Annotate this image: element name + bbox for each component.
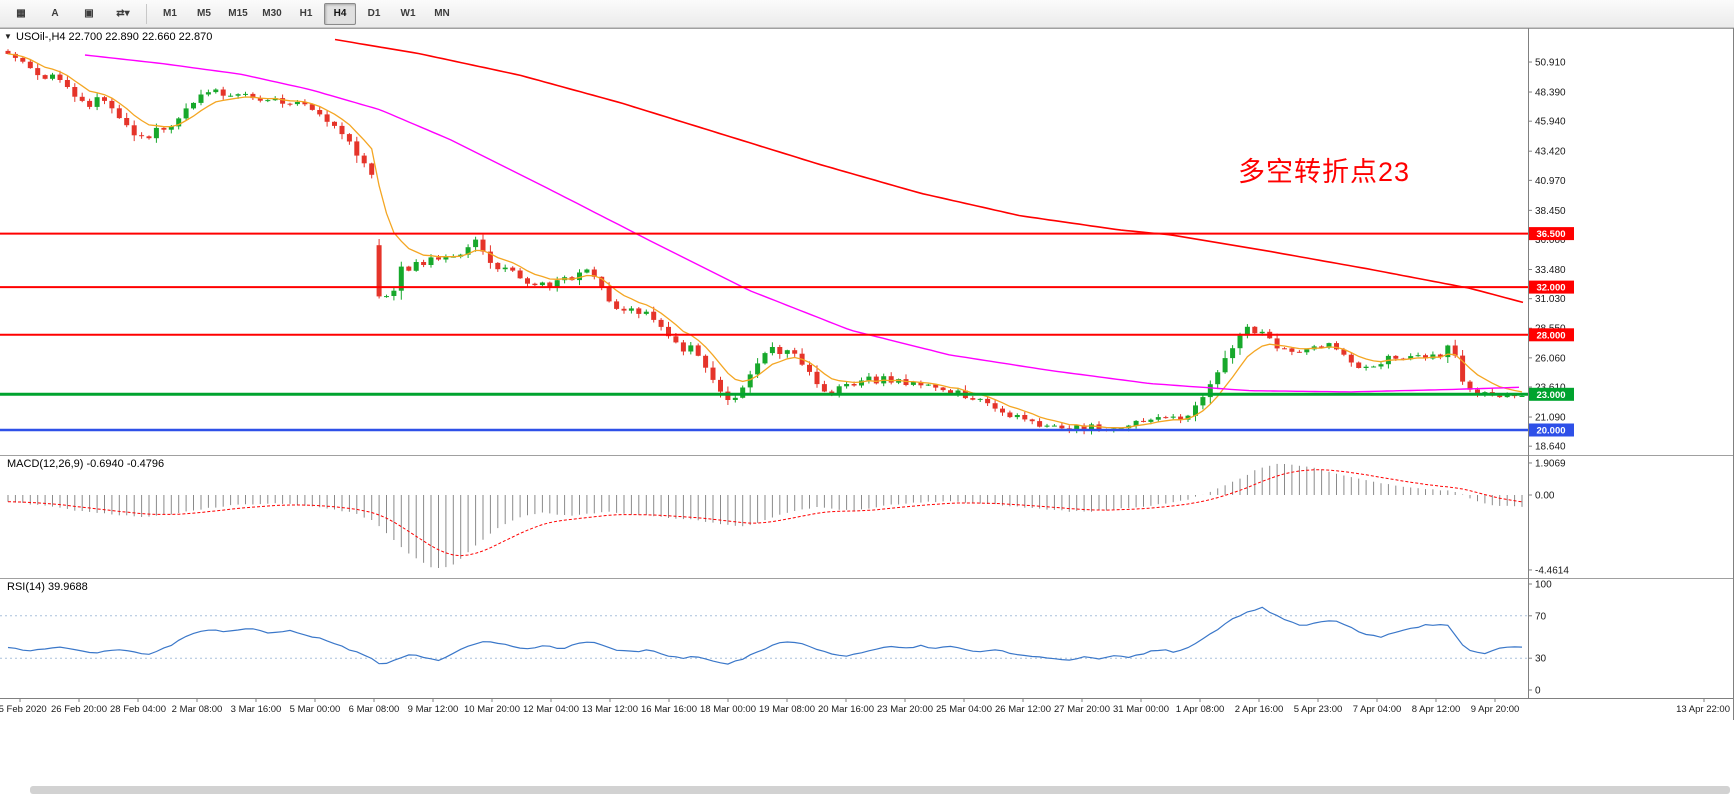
timeframe-m5-button[interactable]: M5	[197, 8, 211, 19]
price-badge	[1529, 227, 1574, 241]
svg-text:18.640: 18.640	[1535, 442, 1566, 453]
timeframe-m30-button[interactable]: M30	[262, 8, 282, 19]
svg-text:0.00: 0.00	[1535, 491, 1555, 502]
charts-toolbar: ▦ A ▣ ⇄▾ M1 M5 M15 M30 H1 H4 D1 W1 MN	[0, 0, 1734, 28]
chart-grid-icon[interactable]: ▦	[16, 8, 26, 19]
timeframe-m15-button[interactable]: M15	[228, 8, 248, 19]
timeframe-toolbar: M1 M5 M15 M30 H1 H4 D1 W1 MN	[153, 2, 459, 25]
timeframe-h4-button[interactable]: H4	[324, 2, 356, 25]
svg-text:28 Feb 04:00: 28 Feb 04:00	[110, 704, 166, 715]
svg-text:36.500: 36.500	[1536, 229, 1565, 240]
svg-text:45.940: 45.940	[1535, 117, 1566, 128]
svg-text:2 Apr 16:00: 2 Apr 16:00	[1235, 704, 1284, 715]
svg-text:43.420: 43.420	[1535, 147, 1566, 158]
label-tool-icon[interactable]: ▣	[84, 8, 94, 19]
price-badge	[1529, 280, 1574, 294]
svg-text:13 Mar 12:00: 13 Mar 12:00	[582, 704, 638, 715]
ma-slow-line	[334, 38, 1524, 304]
svg-text:100: 100	[1535, 580, 1552, 591]
bottom-scrollbar[interactable]	[30, 786, 1730, 794]
price-badge	[1529, 387, 1574, 401]
svg-text:40.970: 40.970	[1535, 176, 1566, 187]
svg-text:7 Apr 04:00: 7 Apr 04:00	[1353, 704, 1402, 715]
svg-text:6 Mar 08:00: 6 Mar 08:00	[349, 704, 400, 715]
rsi-line	[7, 606, 1523, 665]
svg-text:12 Mar 04:00: 12 Mar 04:00	[523, 704, 579, 715]
svg-text:10 Mar 20:00: 10 Mar 20:00	[464, 704, 520, 715]
chart-window: 50.910 48.390 45.940 43.420 40.970 38.450 36.0…	[0, 28, 1734, 720]
price-chart-svg: 50.910 48.390 45.940 43.420 40.970 38.450 36.0…	[0, 28, 1734, 720]
svg-text:13 Apr 22:00: 13 Apr 22:00	[1676, 704, 1730, 715]
svg-text:20 Mar 16:00: 20 Mar 16:00	[818, 704, 874, 715]
svg-text:31.030: 31.030	[1535, 294, 1566, 305]
rsi-indicator-label: RSI(14) 39.9688	[7, 581, 88, 593]
svg-text:18 Mar 00:00: 18 Mar 00:00	[700, 704, 756, 715]
svg-text:2 Mar 08:00: 2 Mar 08:00	[172, 704, 223, 715]
svg-text:70: 70	[1535, 611, 1547, 622]
svg-text:23 Mar 20:00: 23 Mar 20:00	[877, 704, 933, 715]
svg-text:50.910: 50.910	[1535, 58, 1566, 69]
macd-panel: 1.9069 0.00 -4.4614	[7, 458, 1569, 576]
toolbar-icon-group: ▦ A ▣ ⇄▾	[4, 3, 140, 25]
svg-text:36.000: 36.000	[1535, 235, 1566, 246]
svg-text:3 Mar 16:00: 3 Mar 16:00	[231, 704, 282, 715]
timeframe-m1-button[interactable]: M1	[163, 8, 177, 19]
svg-text:32.000: 32.000	[1536, 283, 1565, 294]
svg-text:31 Mar 00:00: 31 Mar 00:00	[1113, 704, 1169, 715]
svg-text:20.000: 20.000	[1536, 426, 1565, 437]
timeframe-mn-button[interactable]: MN	[434, 8, 450, 19]
svg-text:48.390: 48.390	[1535, 88, 1566, 99]
text-tool-icon[interactable]: A	[51, 8, 59, 19]
svg-text:25 Feb 2020: 25 Feb 2020	[0, 704, 47, 715]
svg-text:8 Apr 12:00: 8 Apr 12:00	[1412, 704, 1461, 715]
svg-text:-4.4614: -4.4614	[1535, 565, 1569, 576]
price-badge	[1529, 423, 1574, 437]
candlesticks	[5, 49, 1525, 435]
svg-text:9 Mar 12:00: 9 Mar 12:00	[408, 704, 459, 715]
svg-text:0: 0	[1535, 686, 1541, 697]
svg-text:5 Mar 00:00: 5 Mar 00:00	[290, 704, 341, 715]
svg-text:21.090: 21.090	[1535, 413, 1566, 424]
svg-text:23.000: 23.000	[1536, 390, 1565, 401]
toolbar-separator	[146, 3, 147, 24]
svg-text:19 Mar 08:00: 19 Mar 08:00	[759, 704, 815, 715]
svg-text:1 Apr 08:00: 1 Apr 08:00	[1176, 704, 1225, 715]
svg-text:16 Mar 16:00: 16 Mar 16:00	[641, 704, 697, 715]
svg-text:26 Feb 20:00: 26 Feb 20:00	[51, 704, 107, 715]
svg-text:9 Apr 20:00: 9 Apr 20:00	[1471, 704, 1520, 715]
collapse-chart-icon[interactable]: ▼	[4, 32, 12, 41]
svg-text:26 Mar 12:00: 26 Mar 12:00	[995, 704, 1051, 715]
svg-text:25 Mar 04:00: 25 Mar 04:00	[936, 704, 992, 715]
price-badge	[1529, 328, 1574, 342]
svg-text:26.060: 26.060	[1535, 353, 1566, 364]
svg-text:5 Apr 23:00: 5 Apr 23:00	[1294, 704, 1343, 715]
chart-title: USOil-,H4 22.700 22.890 22.660 22.870	[16, 31, 213, 43]
ma-fast-line	[7, 53, 1523, 429]
ma-mid-line	[84, 54, 1520, 393]
timeframe-h1-button[interactable]: H1	[299, 8, 313, 19]
macd-indicator-label: MACD(12,26,9) -0.6940 -0.4796	[7, 458, 165, 470]
svg-text:28.000: 28.000	[1536, 330, 1565, 341]
chart-annotation: 多空转折点23	[1238, 157, 1411, 187]
rsi-panel: 100 70 30 0	[0, 580, 1552, 697]
macd-signal-line	[7, 469, 1523, 557]
svg-text:38.450: 38.450	[1535, 206, 1566, 217]
svg-text:27 Mar 20:00: 27 Mar 20:00	[1054, 704, 1110, 715]
svg-text:33.480: 33.480	[1535, 265, 1566, 276]
arrows-dropdown-icon[interactable]: ⇄▾	[116, 8, 130, 19]
timeframe-d1-button[interactable]: D1	[367, 8, 381, 19]
timeframe-w1-button[interactable]: W1	[400, 8, 416, 19]
svg-text:30: 30	[1535, 654, 1547, 665]
horizontal-lines: 36.500 32.000 28.000 23.000 20.000	[0, 227, 1574, 437]
svg-text:1.9069: 1.9069	[1535, 458, 1566, 469]
